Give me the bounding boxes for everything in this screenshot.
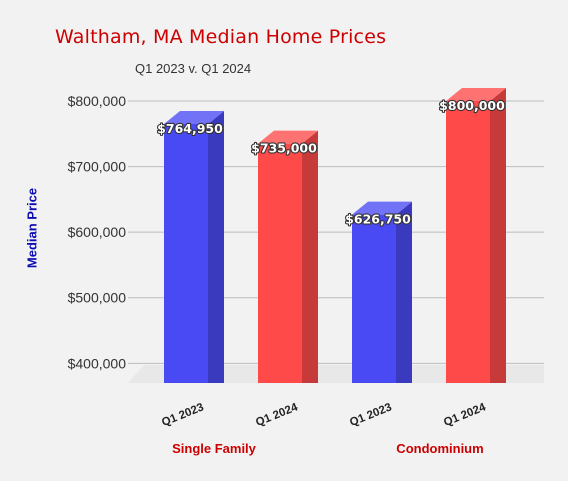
y-tick-label: $500,000 <box>68 290 127 306</box>
x-tick-label: Q1 2023 <box>348 401 393 429</box>
x-tick-label: Q1 2023 <box>160 401 205 429</box>
bar-side <box>396 201 412 383</box>
data-label: $626,750 <box>345 212 411 227</box>
chart-title: Waltham, MA Median Home Prices <box>55 26 387 48</box>
bar-top <box>258 130 318 144</box>
group-label-single-family: Single Family <box>172 441 256 456</box>
bar-top <box>352 201 412 215</box>
data-label: $764,950 <box>157 121 223 136</box>
data-label: $800,000 <box>439 98 505 113</box>
bar-top <box>164 110 224 124</box>
y-tick-label: $700,000 <box>68 159 127 175</box>
x-tick-label: Q1 2024 <box>254 401 300 429</box>
bar <box>258 130 318 383</box>
bar-top <box>446 88 506 101</box>
bar-side <box>208 110 224 384</box>
group-label-condominium: Condominium <box>396 441 484 456</box>
bar-front <box>164 123 208 384</box>
bar-side <box>302 130 318 383</box>
bar-front <box>258 143 302 383</box>
bar <box>446 88 506 383</box>
y-tick-label: $600,000 <box>68 224 127 240</box>
y-tick-label: $400,000 <box>68 355 127 371</box>
chart-subtitle: Q1 2023 v. Q1 2024 <box>135 61 252 76</box>
bar-side <box>490 88 506 383</box>
bar-front <box>446 101 490 383</box>
bar <box>164 110 224 384</box>
y-tick-label: $800,000 <box>68 93 127 109</box>
x-tick-label: Q1 2024 <box>442 401 488 429</box>
chart-floor <box>128 365 544 383</box>
bar <box>352 201 412 383</box>
bar-front <box>352 214 396 383</box>
data-label: $735,000 <box>251 141 317 156</box>
